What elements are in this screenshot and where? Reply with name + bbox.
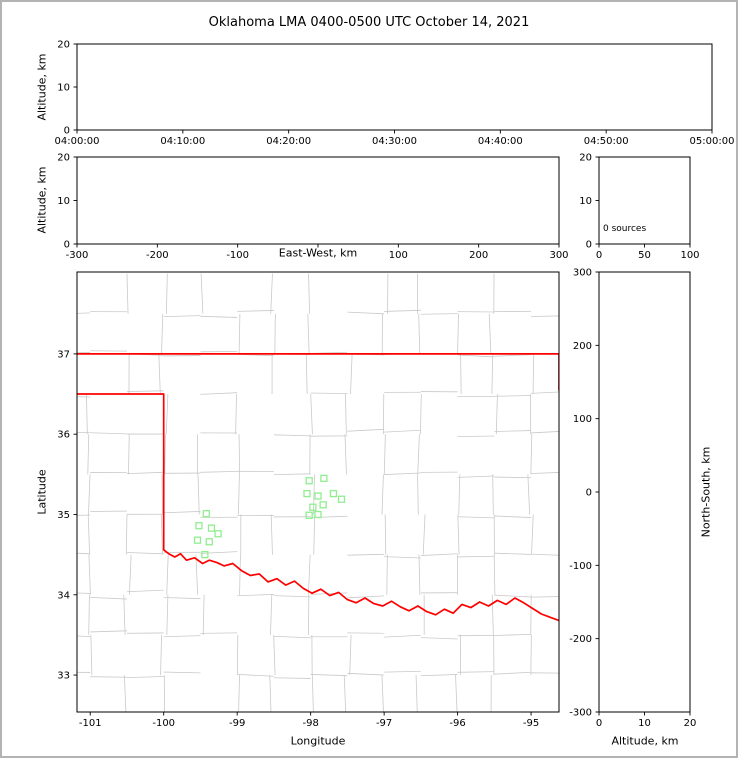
xlabel-altitude-ns-panel: Altitude, km <box>611 734 679 748</box>
svg-text:-300: -300 <box>569 708 592 719</box>
svg-text:-97: -97 <box>376 718 392 729</box>
svg-text:20: 20 <box>684 718 697 729</box>
svg-text:200: 200 <box>469 250 488 261</box>
svg-text:200: 200 <box>573 341 592 352</box>
svg-text:100: 100 <box>389 250 408 261</box>
svg-text:100: 100 <box>573 414 592 425</box>
svg-text:10: 10 <box>57 83 70 94</box>
svg-text:04:30:00: 04:30:00 <box>372 136 417 147</box>
svg-text:0: 0 <box>64 126 70 137</box>
svg-text:-100: -100 <box>226 250 249 261</box>
svg-text:10: 10 <box>57 196 70 207</box>
svg-text:05:00:00: 05:00:00 <box>690 136 735 147</box>
svg-text:04:20:00: 04:20:00 <box>266 136 311 147</box>
svg-text:-101: -101 <box>79 718 102 729</box>
svg-text:-200: -200 <box>569 634 592 645</box>
xlabel-longitude: Longitude <box>290 734 346 748</box>
svg-text:50: 50 <box>638 250 651 261</box>
ylabel-north-south: North-South, km <box>699 446 713 538</box>
figure-title: Oklahoma LMA 0400-0500 UTC October 14, 2… <box>208 15 530 30</box>
ylabel-altitude-ew-panel: Altitude, km <box>35 166 49 234</box>
svg-text:10: 10 <box>579 196 592 207</box>
svg-text:0: 0 <box>64 240 70 251</box>
svg-text:20: 20 <box>57 153 70 164</box>
svg-text:-200: -200 <box>146 250 169 261</box>
svg-text:10: 10 <box>638 718 651 729</box>
ylabel-latitude: Latitude <box>35 469 49 515</box>
svg-text:300: 300 <box>573 268 592 279</box>
svg-text:-99: -99 <box>229 718 245 729</box>
svg-text:-100: -100 <box>569 561 592 572</box>
svg-text:-100: -100 <box>152 718 175 729</box>
xlabel-east-west: East-West, km <box>278 246 358 260</box>
svg-text:0: 0 <box>596 250 602 261</box>
svg-text:0: 0 <box>586 488 592 499</box>
svg-text:04:40:00: 04:40:00 <box>478 136 523 147</box>
svg-text:34: 34 <box>57 590 70 601</box>
svg-text:04:10:00: 04:10:00 <box>160 136 205 147</box>
ylabel-altitude-time-panel: Altitude, km <box>35 53 49 121</box>
svg-text:-98: -98 <box>302 718 318 729</box>
svg-text:-96: -96 <box>449 718 465 729</box>
svg-text:100: 100 <box>680 250 699 261</box>
svg-text:-300: -300 <box>66 250 89 261</box>
svg-text:0: 0 <box>596 718 602 729</box>
svg-text:33: 33 <box>57 671 70 682</box>
annotation-source-count: 0 sources <box>603 224 647 234</box>
svg-text:0: 0 <box>586 240 592 251</box>
svg-text:37: 37 <box>57 349 70 360</box>
svg-text:04:00:00: 04:00:00 <box>55 136 100 147</box>
svg-text:20: 20 <box>57 40 70 51</box>
svg-text:-95: -95 <box>523 718 539 729</box>
svg-text:04:50:00: 04:50:00 <box>584 136 629 147</box>
svg-text:35: 35 <box>57 510 70 521</box>
svg-text:36: 36 <box>57 430 70 441</box>
svg-text:300: 300 <box>549 250 568 261</box>
svg-text:20: 20 <box>579 153 592 164</box>
